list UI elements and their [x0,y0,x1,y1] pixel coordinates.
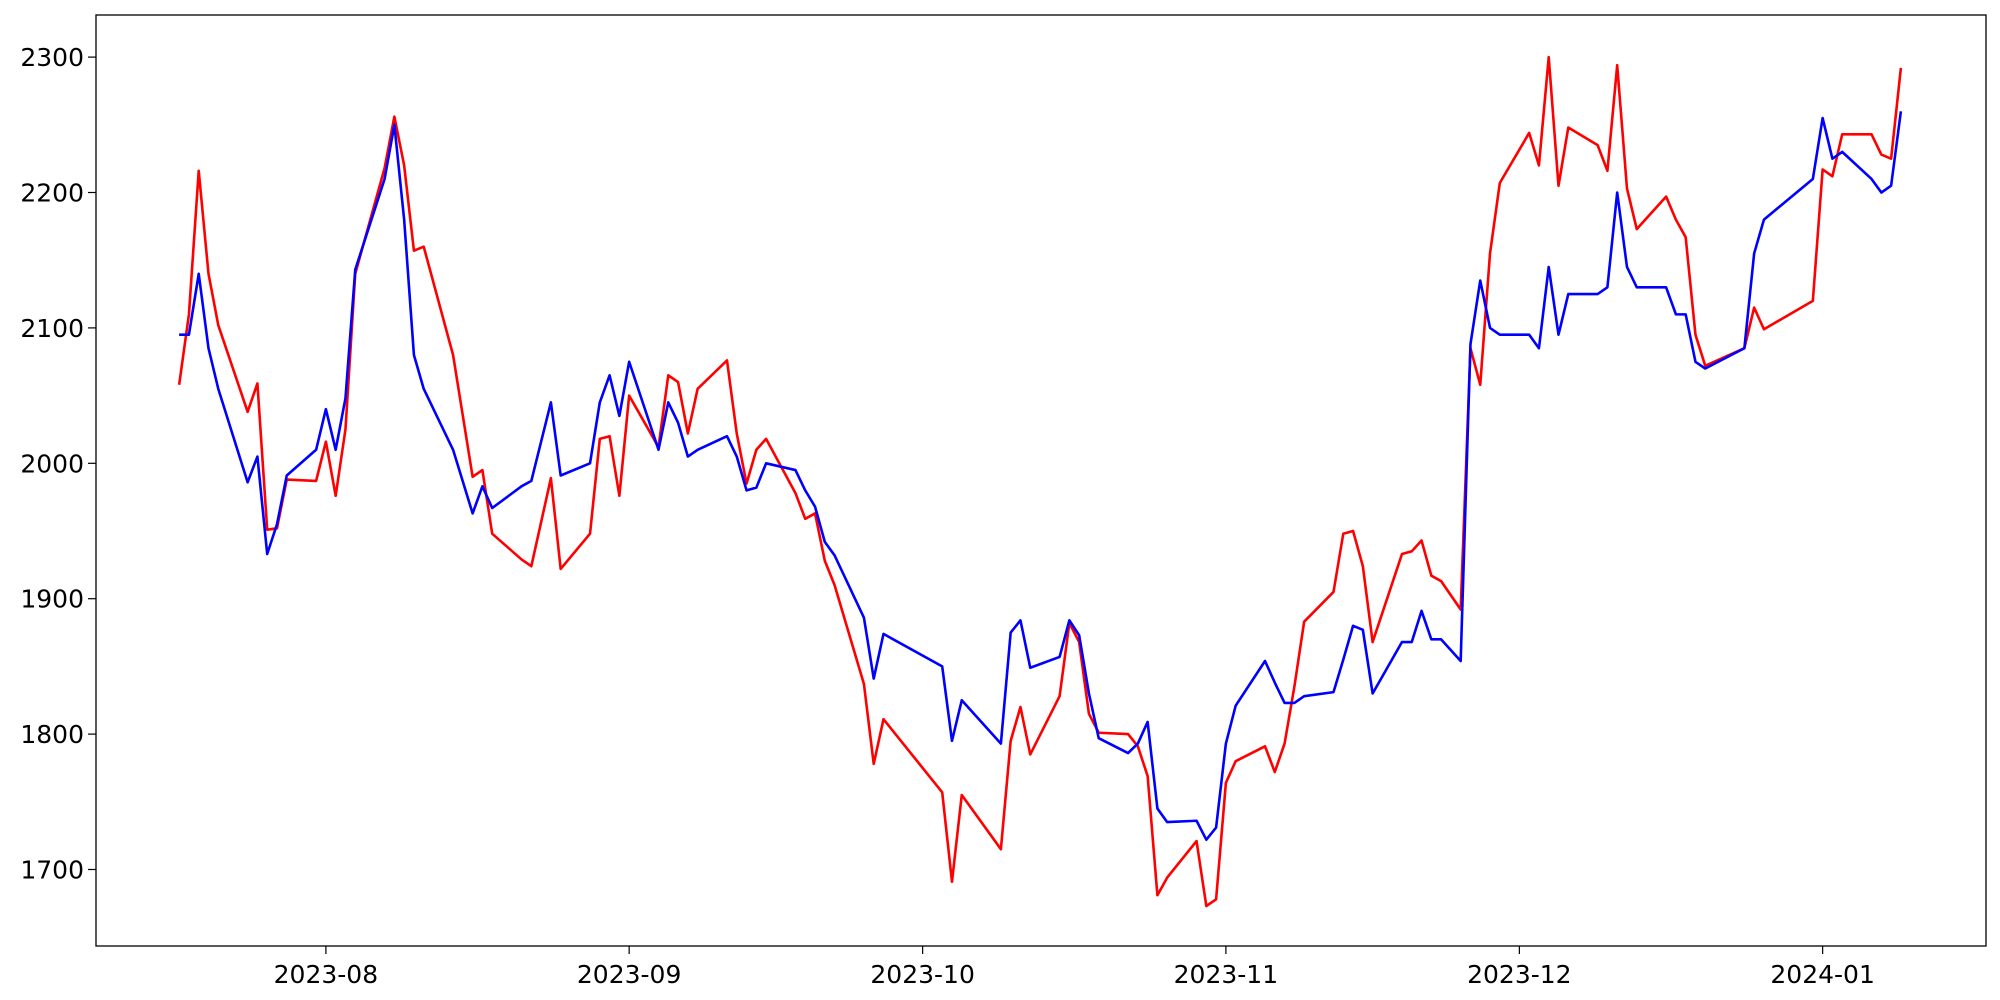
x-tick-label: 2023-12 [1467,960,1571,989]
y-tick-label: 1700 [20,855,84,884]
y-tick-label: 1800 [20,720,84,749]
x-tick-label: 2023-08 [274,960,378,989]
line-series [177,55,1903,908]
y-tick-label: 2000 [20,449,84,478]
x-tick-label: 2024-01 [1770,960,1874,989]
x-tick-label: 2023-10 [870,960,974,989]
plot-frame [95,14,1987,947]
y-tick-label: 1900 [20,585,84,614]
y-tick-label: 2100 [20,314,84,343]
y-tick-label: 2300 [20,43,84,72]
y-tick-label: 2200 [20,179,84,208]
x-tick-label: 2023-11 [1174,960,1278,989]
x-tick-label: 2023-09 [577,960,681,989]
line-series [179,111,1903,842]
